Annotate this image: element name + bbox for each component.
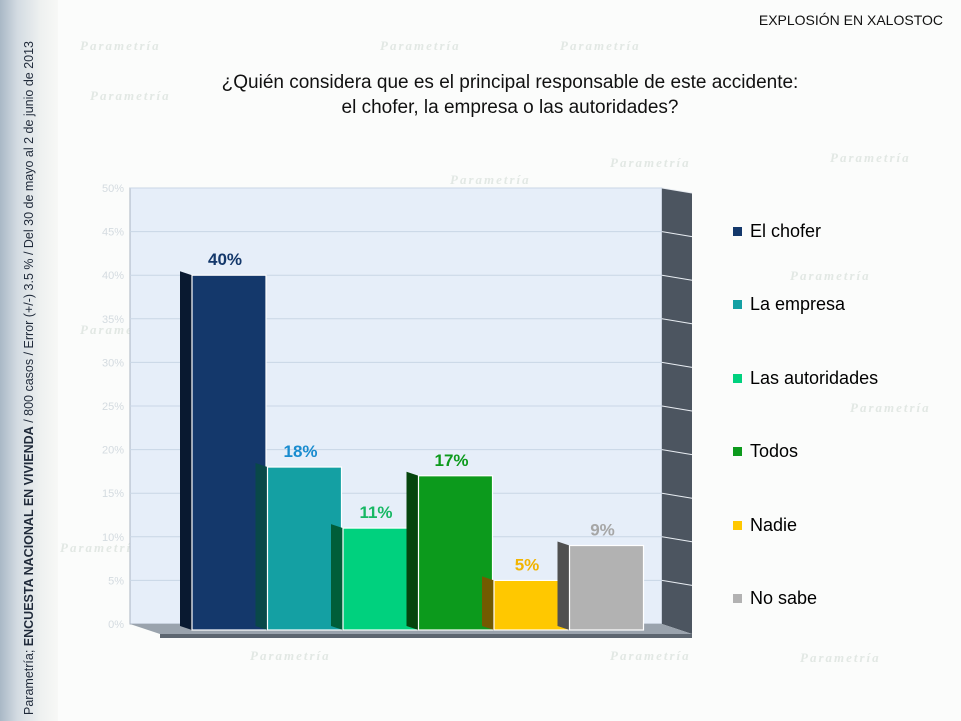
bar xyxy=(417,475,494,631)
side-gridline xyxy=(661,536,693,543)
watermark-text: Parametría xyxy=(80,38,161,53)
chart-floor-edge xyxy=(160,634,692,638)
bar-side xyxy=(180,271,192,630)
legend-label: No sabe xyxy=(750,588,818,608)
data-label: 17% xyxy=(434,451,468,470)
watermark-text: Parametría xyxy=(560,38,641,53)
legend-item: Nadie xyxy=(733,514,797,536)
bar-side xyxy=(255,463,268,630)
data-label: 11% xyxy=(359,503,392,522)
watermark-text: Parametría xyxy=(610,648,691,663)
y-tick-label: 0% xyxy=(108,619,124,631)
watermark-text: Parametría xyxy=(60,540,141,555)
legend-swatch xyxy=(733,300,742,309)
question-line-2: el chofer, la empresa o las autoridades? xyxy=(341,97,679,118)
side-gridline xyxy=(661,449,693,456)
side-gridline xyxy=(661,579,693,586)
legend-swatch xyxy=(733,447,742,456)
legend-item: La empresa xyxy=(733,294,845,316)
legend-item: Las autoridades xyxy=(733,367,878,389)
bar-side xyxy=(331,524,343,630)
bar xyxy=(493,579,569,631)
bar xyxy=(342,527,418,631)
watermark-text: Parametría xyxy=(800,650,881,665)
side-gridline xyxy=(661,361,693,368)
watermark-text: Parametría xyxy=(380,38,461,53)
bar xyxy=(191,274,267,631)
data-label: 5% xyxy=(515,555,540,574)
watermark-text: Parametría xyxy=(790,268,871,283)
legend-swatch xyxy=(733,226,742,236)
side-gridline xyxy=(661,187,693,194)
watermark-text: Parametría xyxy=(90,88,171,103)
watermark-text: Parametría xyxy=(830,150,911,165)
side-band xyxy=(0,0,58,721)
legend-item: El chofer xyxy=(733,220,821,242)
y-tick-label: 25% xyxy=(102,401,124,413)
y-tick-label: 35% xyxy=(102,314,124,326)
watermark-text: Parametría xyxy=(610,155,691,170)
legend-item: No sabe xyxy=(733,588,817,610)
y-tick-label: 10% xyxy=(102,532,124,544)
legend-swatch xyxy=(733,373,742,383)
side-gridline xyxy=(661,231,693,238)
legend-label: Nadie xyxy=(750,514,798,535)
data-label: 40% xyxy=(208,250,242,269)
legend-swatch xyxy=(733,594,742,603)
side-gridline xyxy=(661,405,693,412)
y-tick-label: 30% xyxy=(102,357,124,369)
watermark-text: Parametría xyxy=(450,172,531,187)
y-tick-label: 45% xyxy=(102,227,124,239)
legend-item: Todos xyxy=(733,441,798,463)
bar xyxy=(568,544,645,631)
y-tick-label: 50% xyxy=(102,183,124,195)
y-tick-label: 15% xyxy=(102,488,124,500)
bar-side xyxy=(482,576,494,630)
data-label: 9% xyxy=(590,521,615,540)
watermark-text: Parametría xyxy=(850,400,931,415)
y-tick-label: 40% xyxy=(102,270,124,282)
side-gridline xyxy=(661,492,693,499)
watermark-text: Parametría xyxy=(250,648,331,663)
legend-swatch xyxy=(733,520,742,530)
y-tick-label: 20% xyxy=(102,445,124,457)
bar-side xyxy=(406,471,419,630)
side-gridline xyxy=(661,274,693,281)
legend-label: La empresa xyxy=(750,294,846,314)
y-tick-label: 5% xyxy=(108,575,124,587)
side-gridline xyxy=(661,318,693,325)
legend-label: El chofer xyxy=(750,220,822,241)
page-header: EXPLOSIÓN EN XALOSTOC xyxy=(758,12,943,28)
legend-label: Todos xyxy=(750,441,799,461)
question-title: ¿Quién considera que es el principal res… xyxy=(150,70,870,120)
bar-side xyxy=(557,541,570,630)
question-line-1: ¿Quién considera que es el principal res… xyxy=(221,72,799,93)
bar xyxy=(266,466,343,631)
data-label: 18% xyxy=(283,442,317,461)
chart-side-wall xyxy=(662,188,692,634)
legend-label: Las autoridades xyxy=(750,367,879,388)
